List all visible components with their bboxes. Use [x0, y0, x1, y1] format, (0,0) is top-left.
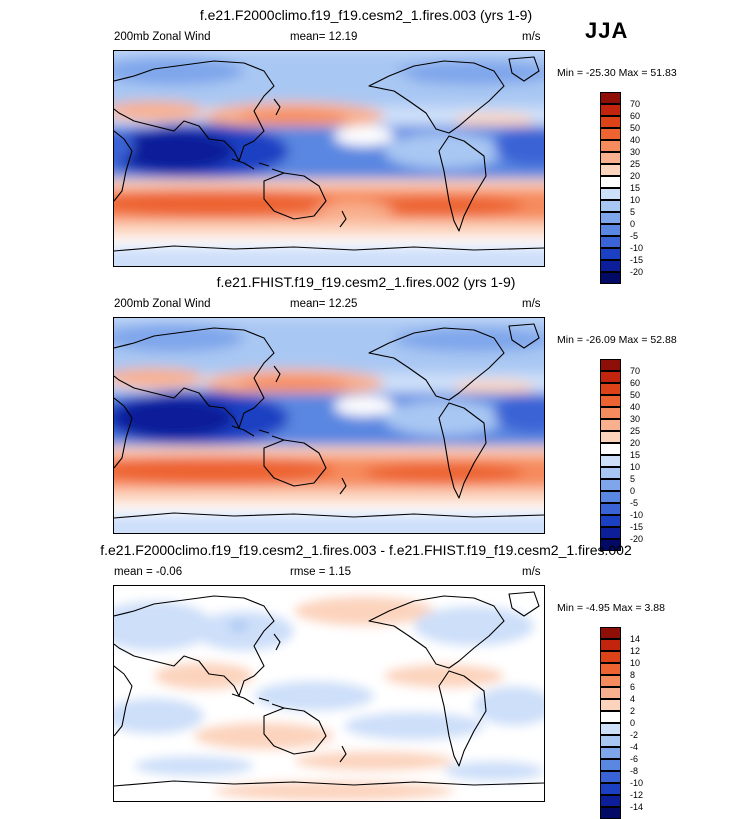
colorbar-tick: 10: [630, 462, 641, 472]
colorbar-tick: 60: [630, 111, 641, 121]
panel-bottom-rmse-label: rmse = 1.15: [290, 566, 352, 578]
colorbar-tick: 40: [630, 135, 641, 145]
colorbar-bottom: 14 12 10 8 6 4 2 0 -2 -4 -6 -8 -10 -12 -…: [600, 627, 643, 819]
colorbar-tick: -15: [630, 255, 644, 265]
map-panel-middle: [113, 317, 545, 534]
colorbar-tick: -5: [630, 231, 639, 241]
colorbar-tick: -15: [630, 522, 644, 532]
colorbar-tick: 4: [630, 694, 636, 704]
colorbar-tick: 0: [630, 219, 636, 229]
colorbar-top: 70 60 50 40 30 25 20 15 10 5 0 -5 -10 -1…: [600, 92, 643, 284]
panel-bottom-mean-label: mean = -0.06: [114, 566, 183, 578]
colorbar-tick: 6: [630, 682, 636, 692]
colorbar-tick: -4: [630, 742, 639, 752]
colorbar-tick: 25: [630, 426, 641, 436]
colorbar-tick: 70: [630, 99, 641, 109]
colorbar-tick: 15: [630, 183, 641, 193]
colorbar-tick: 8: [630, 670, 636, 680]
colorbar-tick: -20: [630, 534, 644, 544]
panel-title-middle: f.e21.FHIST.f19_f19.cesm2_1.fires.002 (y…: [216, 274, 516, 290]
map-panel-bottom: [113, 585, 545, 802]
colorbar-tick: 50: [630, 123, 641, 133]
colorbar-tick: 12: [630, 646, 641, 656]
colorbar-tick: -14: [630, 802, 644, 812]
colorbar-tick: 25: [630, 159, 641, 169]
panel-top-field-label: 200mb Zonal Wind: [114, 31, 211, 43]
colorbar-tick: -10: [630, 510, 644, 520]
colorbar-tick: -10: [630, 778, 644, 788]
colorbar-tick: -5: [630, 498, 639, 508]
colorbar-middle: 70 60 50 40 30 25 20 15 10 5 0 -5 -10 -1…: [600, 359, 643, 551]
panel-top-mean-label: mean= 12.19: [290, 31, 358, 43]
panel-middle-units-label: m/s: [522, 298, 541, 310]
colorbar-tick: 20: [630, 438, 641, 448]
colorbar-tick: 60: [630, 378, 641, 388]
colorbar-tick: 50: [630, 390, 641, 400]
colorbar-tick: 0: [630, 718, 636, 728]
panel-middle-mean-label: mean= 12.25: [290, 298, 358, 310]
colorbar-tick: -12: [630, 790, 644, 800]
colorbar-tick: 10: [630, 195, 641, 205]
difference-field: [114, 586, 544, 801]
season-label: JJA: [585, 18, 629, 43]
colorbar-tick: 40: [630, 402, 641, 412]
map-panel-top: [113, 50, 545, 267]
panel-top-units-label: m/s: [522, 31, 541, 43]
panel-middle-field-label: 200mb Zonal Wind: [114, 298, 211, 310]
colorbar-tick: 0: [630, 486, 636, 496]
wind-field-top: [114, 51, 544, 266]
colorbar-tick: 5: [630, 474, 636, 484]
colorbar-tick: -6: [630, 754, 639, 764]
panel-bottom-minmax: Min = -4.95 Max = 3.88: [557, 602, 665, 614]
colorbar-tick: 20: [630, 171, 641, 181]
colorbar-tick: 70: [630, 366, 641, 376]
colorbar-tick: 10: [630, 658, 641, 668]
wind-field-middle: [114, 318, 544, 533]
colorbar-tick: 30: [630, 147, 641, 157]
colorbar-tick: -10: [630, 243, 644, 253]
colorbar-tick: -8: [630, 766, 639, 776]
coastlines-top: [114, 56, 544, 252]
panel-bottom-units-label: m/s: [522, 566, 541, 578]
colorbar-tick: 2: [630, 706, 636, 716]
panel-middle-minmax: Min = -26.09 Max = 52.88: [557, 334, 677, 346]
colorbar-tick: -2: [630, 730, 639, 740]
colorbar-tick: 15: [630, 450, 641, 460]
colorbar-tick: 5: [630, 207, 636, 217]
panel-title-bottom: f.e21.F2000climo.f19_f19.cesm2_1.fires.0…: [100, 542, 632, 558]
coastlines-bottom: [114, 591, 544, 787]
panel-top-minmax: Min = -25.30 Max = 51.83: [557, 67, 677, 79]
coastlines-middle: [114, 323, 544, 519]
colorbar-tick: -20: [630, 267, 644, 277]
colorbar-tick: 14: [630, 634, 641, 644]
panel-title-top: f.e21.F2000climo.f19_f19.cesm2_1.fires.0…: [199, 7, 533, 23]
colorbar-tick: 30: [630, 414, 641, 424]
